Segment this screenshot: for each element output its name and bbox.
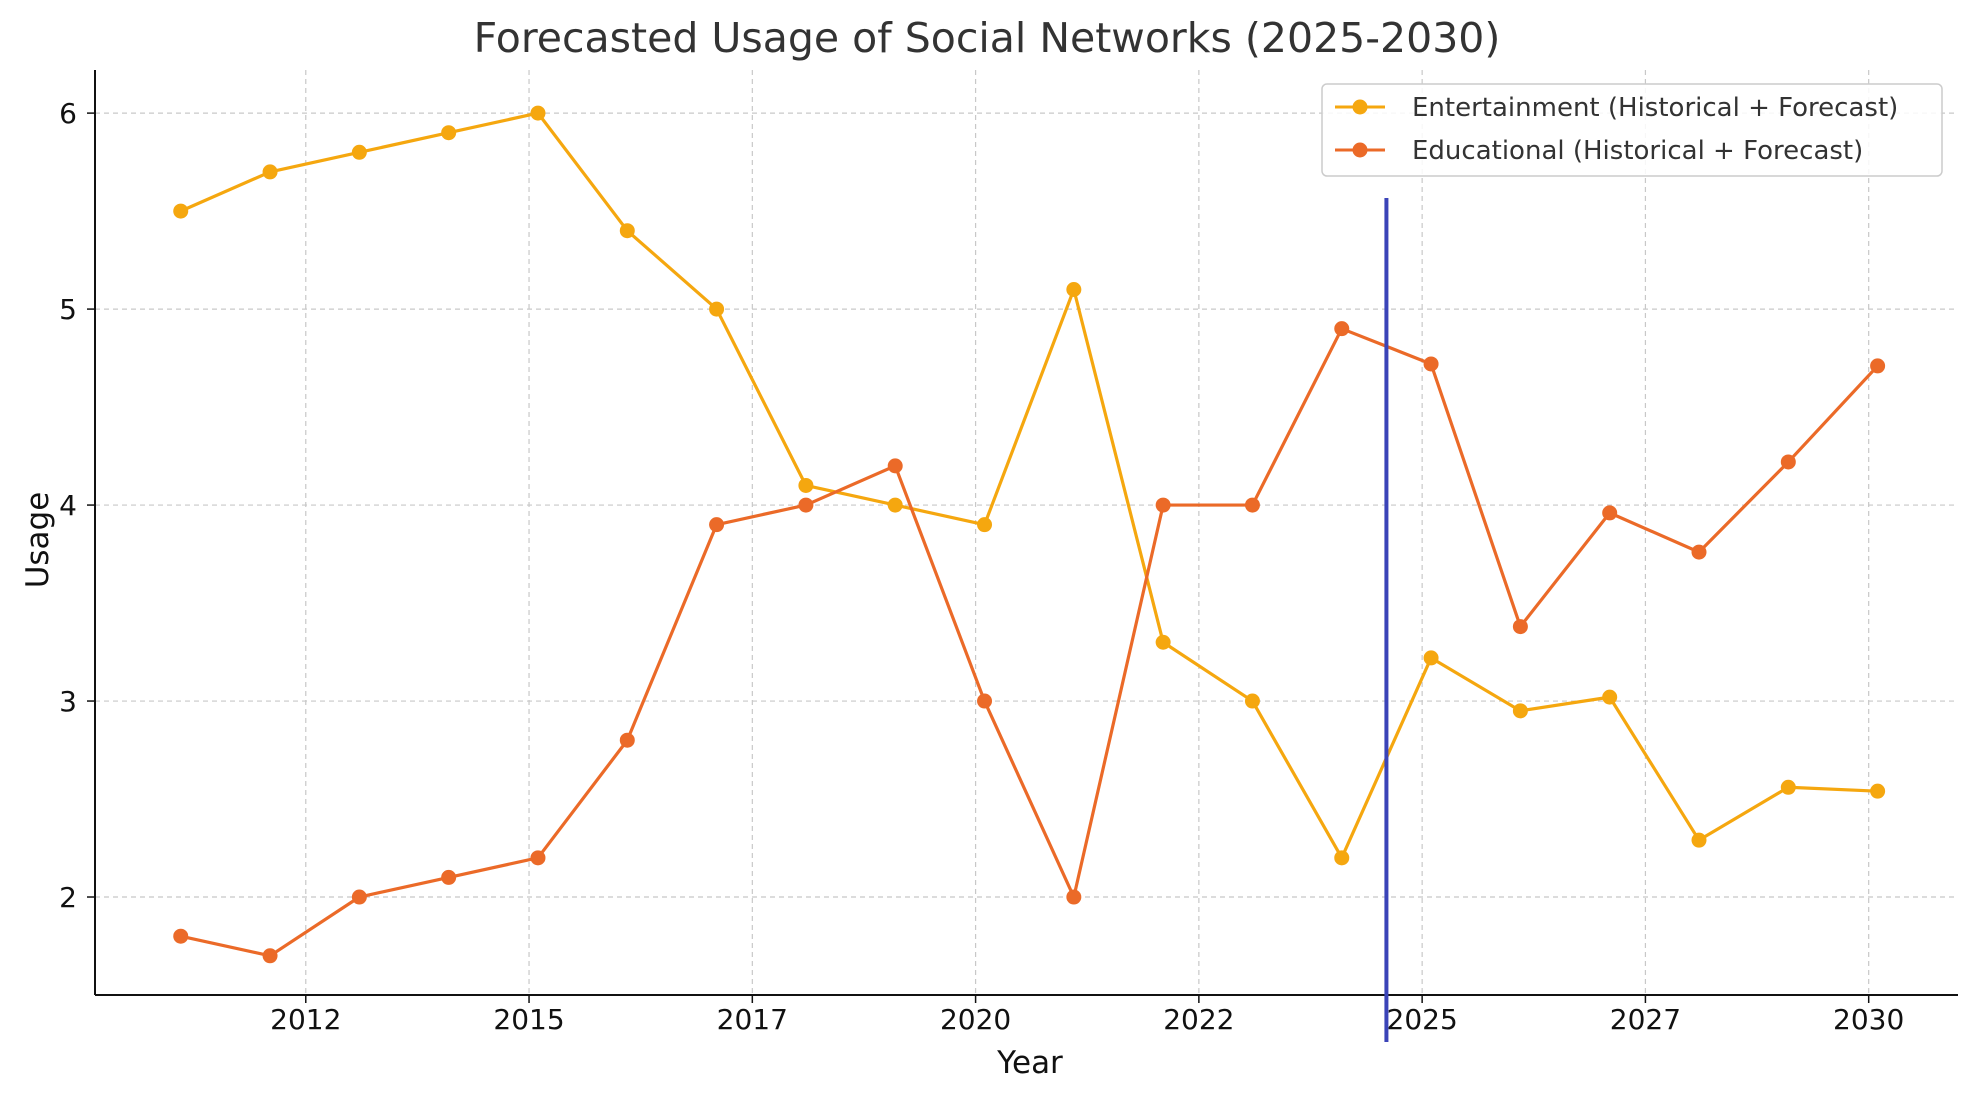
data-point-educational-17 bbox=[1691, 544, 1707, 560]
data-point-entertainment-12 bbox=[1244, 693, 1260, 709]
x-tick-label-5: 2025 bbox=[1387, 1003, 1458, 1036]
data-point-educational-11 bbox=[1155, 497, 1171, 513]
data-point-educational-19 bbox=[1870, 358, 1886, 374]
data-point-educational-0 bbox=[173, 928, 189, 944]
x-tick-label-2: 2017 bbox=[717, 1003, 788, 1036]
data-point-entertainment-13 bbox=[1334, 850, 1350, 866]
data-point-entertainment-3 bbox=[441, 125, 457, 141]
data-point-educational-4 bbox=[530, 850, 546, 866]
y-axis-label: Usage bbox=[20, 492, 56, 589]
data-point-entertainment-11 bbox=[1155, 634, 1171, 650]
data-point-educational-13 bbox=[1334, 321, 1350, 337]
x-tick-label-1: 2015 bbox=[493, 1003, 564, 1036]
series-line-educational bbox=[180, 327, 1879, 958]
data-point-educational-18 bbox=[1780, 454, 1796, 470]
data-point-entertainment-8 bbox=[887, 497, 903, 513]
tick-labels: 2012 2015 2017 2020 2022 2025 2027 2030 2 3 4 5 6 bbox=[59, 97, 1904, 1036]
data-point-entertainment-17 bbox=[1691, 832, 1707, 848]
data-point-educational-14 bbox=[1423, 356, 1439, 372]
data-point-entertainment-18 bbox=[1780, 779, 1796, 795]
data-point-entertainment-7 bbox=[798, 477, 814, 493]
series-line-entertainment bbox=[180, 111, 1878, 860]
data-point-entertainment-5 bbox=[619, 223, 635, 239]
x-axis-label: Year bbox=[996, 1045, 1063, 1081]
data-point-entertainment-16 bbox=[1602, 689, 1618, 705]
data-point-entertainment-15 bbox=[1512, 703, 1528, 719]
x-tick-label-4: 2022 bbox=[1163, 1003, 1234, 1036]
data-point-entertainment-19 bbox=[1870, 783, 1886, 799]
data-point-educational-16 bbox=[1602, 505, 1618, 521]
legend-marker-entertainment bbox=[1352, 99, 1368, 115]
data-point-entertainment-14 bbox=[1423, 650, 1439, 666]
legend-marker-educational bbox=[1352, 142, 1368, 158]
data-point-entertainment-10 bbox=[1066, 281, 1082, 297]
legend: Entertainment (Historical + Forecast) Ed… bbox=[1321, 83, 1943, 177]
data-point-educational-9 bbox=[977, 693, 993, 709]
data-point-educational-15 bbox=[1512, 619, 1528, 635]
x-tick-label-3: 2020 bbox=[940, 1003, 1011, 1036]
y-tick-label-3: 5 bbox=[59, 293, 77, 326]
y-tick-label-1: 3 bbox=[59, 685, 77, 718]
data-point-educational-3 bbox=[441, 869, 457, 885]
chart-title: Forecasted Usage of Social Networks (202… bbox=[474, 14, 1501, 62]
data-point-entertainment-0 bbox=[173, 203, 189, 219]
legend-box bbox=[1321, 83, 1943, 177]
y-tick-label-4: 6 bbox=[59, 97, 77, 130]
data-point-educational-6 bbox=[709, 517, 725, 533]
data-point-educational-2 bbox=[351, 889, 367, 905]
y-tick-label-0: 2 bbox=[59, 881, 77, 914]
x-tick-label-0: 2012 bbox=[270, 1003, 341, 1036]
data-point-educational-5 bbox=[619, 732, 635, 748]
series bbox=[173, 105, 1886, 964]
data-point-entertainment-2 bbox=[351, 144, 367, 160]
data-point-entertainment-9 bbox=[977, 517, 993, 533]
data-point-entertainment-4 bbox=[530, 105, 546, 121]
grid bbox=[95, 70, 1958, 995]
x-tick-label-6: 2027 bbox=[1610, 1003, 1681, 1036]
x-tick-label-7: 2030 bbox=[1833, 1003, 1904, 1036]
data-point-educational-10 bbox=[1066, 889, 1082, 905]
data-point-educational-1 bbox=[262, 948, 278, 964]
data-point-entertainment-6 bbox=[709, 301, 725, 317]
legend-label-educational: Educational (Historical + Forecast) bbox=[1412, 136, 1863, 166]
data-point-educational-7 bbox=[798, 497, 814, 513]
data-point-entertainment-1 bbox=[262, 164, 278, 180]
legend-label-entertainment: Entertainment (Historical + Forecast) bbox=[1412, 93, 1898, 123]
data-point-educational-12 bbox=[1244, 497, 1260, 513]
data-point-educational-8 bbox=[887, 458, 903, 474]
axes bbox=[94, 70, 1958, 996]
y-tick-label-2: 4 bbox=[59, 489, 77, 522]
